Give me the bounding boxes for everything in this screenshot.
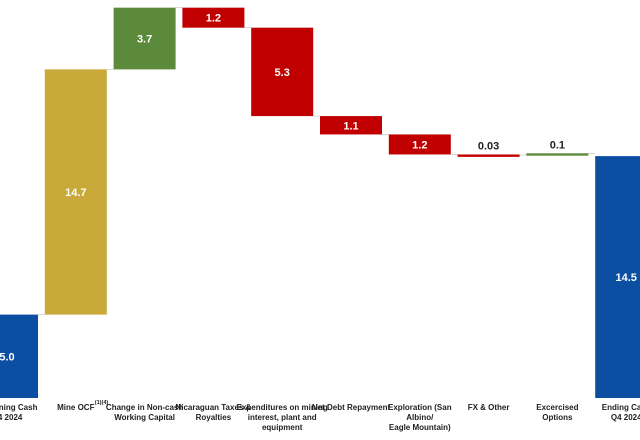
bar-value-label: 14.5 <box>615 272 636 284</box>
category-label: Nicaraguan Taxes & Royalties <box>175 403 251 422</box>
bar-value-label: 3.7 <box>137 34 152 46</box>
category-label: Ending CashQ4 2024 <box>602 403 640 422</box>
bar-6 <box>320 116 382 135</box>
bar-value-label: 1.1 <box>343 120 358 132</box>
bar-2 <box>44 69 107 315</box>
bar-7 <box>388 134 451 155</box>
bar-value-label: 14.7 <box>65 187 86 199</box>
bar-value-label: 5.3 <box>275 67 290 79</box>
bar-value-label: 1.2 <box>412 139 427 151</box>
bar-3 <box>113 7 176 70</box>
category-label: FX & Other <box>468 403 510 412</box>
category-label: Exploration (San Albino/Eagle Mountain) <box>388 403 452 432</box>
bar-value-label: 0.1 <box>550 139 565 151</box>
category-footnote-marker: (1)(4) <box>95 400 109 406</box>
category-label: Mine OCF <box>57 403 94 412</box>
bar-4 <box>182 7 245 28</box>
category-label: Beginning CashQ4 2024 <box>0 403 38 422</box>
category-label: Change in Non-cash Working Capital <box>106 403 183 422</box>
bar-value-label: 0.03 <box>478 140 499 152</box>
category-label: Excercised Options <box>536 403 578 422</box>
category-label: Net Debt Repayment <box>312 403 391 412</box>
bar-10 <box>595 156 640 398</box>
bar-value-label: 5.0 <box>0 351 15 363</box>
bar-5 <box>251 27 314 117</box>
bar-1 <box>0 314 38 398</box>
bar-9 <box>526 153 589 156</box>
bar-value-label: 1.2 <box>206 13 221 25</box>
bar-8 <box>457 154 520 157</box>
category-label: Expenditures on mining interest, plant an… <box>237 403 328 432</box>
